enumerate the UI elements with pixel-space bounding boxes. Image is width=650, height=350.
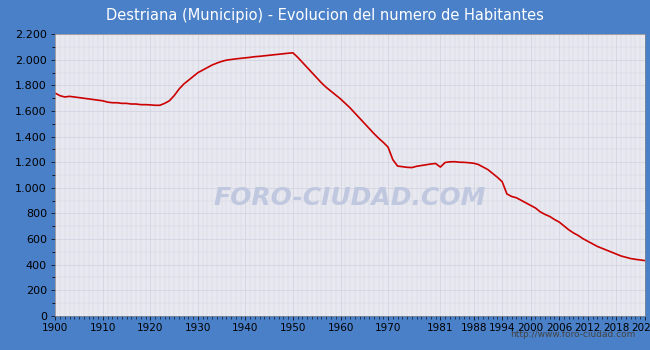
Text: FORO-CIUDAD.COM: FORO-CIUDAD.COM (214, 186, 486, 210)
Text: Destriana (Municipio) - Evolucion del numero de Habitantes: Destriana (Municipio) - Evolucion del nu… (106, 8, 544, 23)
Text: http://www.foro-ciudad.com: http://www.foro-ciudad.com (510, 330, 635, 338)
